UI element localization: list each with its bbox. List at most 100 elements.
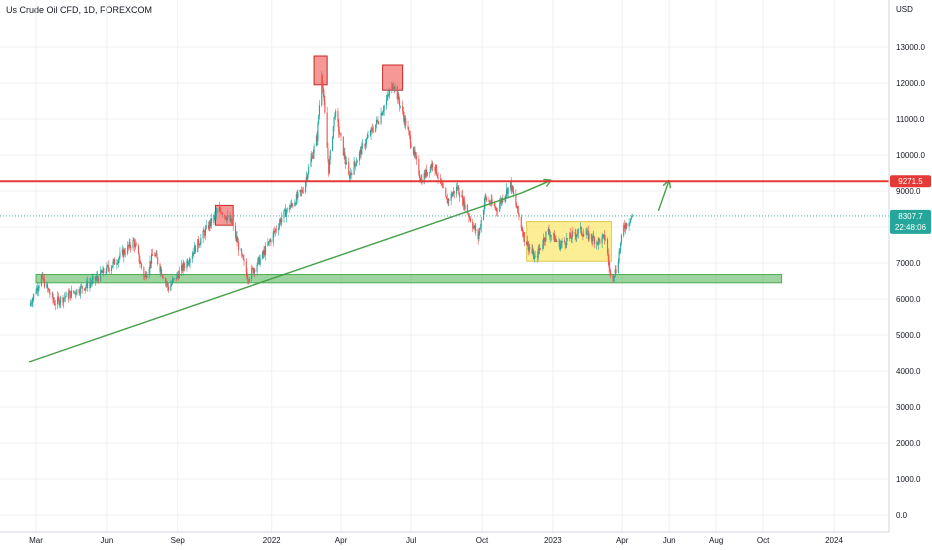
candle-body[interactable] bbox=[30, 302, 32, 307]
candle-body[interactable] bbox=[41, 274, 43, 276]
candle-body[interactable] bbox=[493, 203, 495, 206]
candle-body[interactable] bbox=[576, 233, 579, 235]
candle-body[interactable] bbox=[80, 286, 82, 294]
candle-body[interactable] bbox=[472, 221, 474, 229]
candle-body[interactable] bbox=[231, 223, 233, 225]
candle-body[interactable] bbox=[585, 234, 587, 235]
candle-body[interactable] bbox=[246, 272, 248, 279]
candle-body[interactable] bbox=[241, 249, 243, 255]
candle-body[interactable] bbox=[229, 215, 231, 222]
candle-body[interactable] bbox=[32, 298, 34, 303]
candle-body[interactable] bbox=[412, 147, 414, 155]
candle-body[interactable] bbox=[592, 235, 594, 241]
candle-body[interactable] bbox=[100, 270, 102, 282]
candle-body[interactable] bbox=[295, 202, 297, 205]
candle-body[interactable] bbox=[431, 163, 433, 168]
candle-body[interactable] bbox=[501, 198, 503, 203]
support-zone[interactable] bbox=[35, 274, 783, 284]
candle-body[interactable] bbox=[167, 282, 169, 287]
candle-body[interactable] bbox=[151, 253, 153, 256]
candle-body[interactable] bbox=[545, 231, 547, 241]
candle-body[interactable] bbox=[219, 207, 221, 210]
candle-body[interactable] bbox=[528, 247, 530, 250]
candle-body[interactable] bbox=[437, 177, 439, 179]
candle-body[interactable] bbox=[386, 95, 388, 100]
candle-body[interactable] bbox=[596, 242, 598, 245]
candle-body[interactable] bbox=[238, 242, 240, 251]
candle-body[interactable] bbox=[79, 292, 81, 294]
candle-body[interactable] bbox=[181, 265, 183, 271]
candle-body[interactable] bbox=[164, 278, 166, 282]
candle-body[interactable] bbox=[531, 248, 533, 254]
candle-body[interactable] bbox=[399, 100, 401, 107]
candle-body[interactable] bbox=[391, 84, 393, 91]
candle-body[interactable] bbox=[132, 239, 134, 249]
candle-body[interactable] bbox=[500, 200, 502, 203]
candle-body[interactable] bbox=[140, 263, 142, 265]
candle-body[interactable] bbox=[563, 240, 565, 242]
candle-body[interactable] bbox=[189, 259, 191, 263]
candle-body[interactable] bbox=[205, 225, 207, 229]
candle-body[interactable] bbox=[281, 218, 283, 223]
candle-body[interactable] bbox=[558, 241, 560, 242]
candle-body[interactable] bbox=[522, 230, 524, 237]
candle-body[interactable] bbox=[429, 166, 431, 173]
candle-body[interactable] bbox=[81, 285, 83, 289]
candle-body[interactable] bbox=[284, 208, 286, 211]
candle-body[interactable] bbox=[450, 193, 452, 201]
candle-body[interactable] bbox=[364, 144, 366, 147]
candle-body[interactable] bbox=[388, 94, 390, 96]
candle-body[interactable] bbox=[383, 105, 385, 111]
candle-body[interactable] bbox=[161, 268, 163, 275]
candle-body[interactable] bbox=[138, 253, 140, 262]
candle-body[interactable] bbox=[306, 176, 308, 179]
candle-body[interactable] bbox=[216, 211, 218, 213]
candle-body[interactable] bbox=[516, 206, 518, 209]
candle-body[interactable] bbox=[116, 263, 118, 265]
candle-body[interactable] bbox=[135, 244, 137, 246]
candle-body[interactable] bbox=[520, 216, 522, 228]
candle-body[interactable] bbox=[348, 174, 351, 179]
candle-body[interactable] bbox=[172, 279, 174, 281]
candle-body[interactable] bbox=[257, 259, 259, 266]
candle-body[interactable] bbox=[225, 218, 227, 221]
candle-body[interactable] bbox=[593, 237, 595, 245]
candle-body[interactable] bbox=[69, 291, 71, 294]
candle-body[interactable] bbox=[90, 283, 93, 284]
candle-body[interactable] bbox=[47, 284, 49, 289]
candle-body[interactable] bbox=[424, 173, 426, 177]
candle-body[interactable] bbox=[419, 178, 421, 181]
candle-body[interactable] bbox=[516, 204, 518, 209]
candle-body[interactable] bbox=[184, 266, 186, 269]
candle-body[interactable] bbox=[67, 292, 69, 299]
candle-body[interactable] bbox=[224, 216, 227, 219]
candle-body[interactable] bbox=[240, 249, 242, 251]
candle-body[interactable] bbox=[409, 135, 411, 145]
candle-body[interactable] bbox=[397, 94, 399, 100]
candle-body[interactable] bbox=[410, 144, 412, 148]
candle-body[interactable] bbox=[73, 291, 76, 293]
candle-body[interactable] bbox=[204, 228, 207, 236]
candle-body[interactable] bbox=[356, 160, 358, 163]
candle-body[interactable] bbox=[332, 126, 334, 138]
candle-body[interactable] bbox=[542, 244, 544, 249]
candle-body[interactable] bbox=[144, 276, 146, 278]
candle-body[interactable] bbox=[548, 229, 550, 234]
candle-body[interactable] bbox=[59, 302, 61, 305]
candle-body[interactable] bbox=[162, 276, 164, 279]
candle-body[interactable] bbox=[194, 245, 196, 253]
candle-body[interactable] bbox=[258, 257, 260, 260]
candle-body[interactable] bbox=[517, 206, 519, 214]
candle-body[interactable] bbox=[68, 293, 70, 299]
candle-body[interactable] bbox=[523, 232, 525, 237]
candle-body[interactable] bbox=[345, 161, 347, 165]
candle-body[interactable] bbox=[52, 293, 54, 300]
candle-body[interactable] bbox=[297, 192, 299, 199]
candle-body[interactable] bbox=[570, 233, 572, 238]
candle-body[interactable] bbox=[521, 227, 523, 231]
candle-body[interactable] bbox=[513, 191, 515, 195]
candle-body[interactable] bbox=[457, 187, 459, 189]
candle-body[interactable] bbox=[392, 84, 394, 89]
candle-body[interactable] bbox=[261, 251, 264, 259]
candle-body[interactable] bbox=[495, 208, 497, 209]
